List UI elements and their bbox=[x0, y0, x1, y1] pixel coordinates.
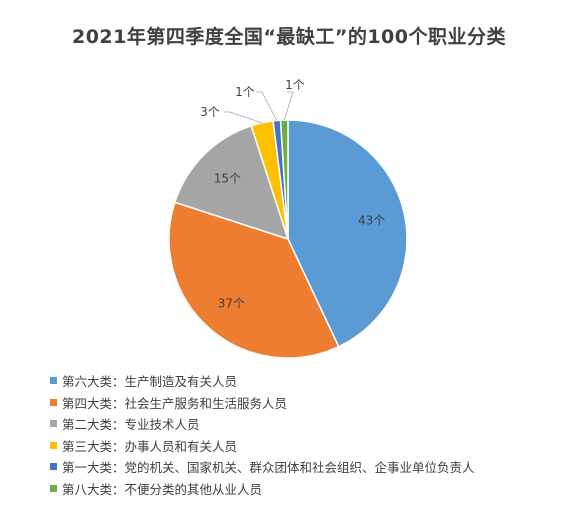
legend-item: 第二大类：专业技术人员 bbox=[50, 413, 475, 435]
data-label: 1个 bbox=[235, 85, 255, 99]
legend-swatch bbox=[50, 484, 57, 492]
legend-item: 第一大类：党的机关、国家机关、群众团体和社会组织、企事业单位负责人 bbox=[50, 456, 475, 478]
legend-item: 第八大类：不便分类的其他从业人员 bbox=[50, 478, 475, 500]
legend-swatch bbox=[50, 398, 57, 406]
data-labels: 43个 37个 15个 3个 1个 1个 bbox=[200, 78, 385, 310]
legend: 第六大类：生产制造及有关人员第四大类：社会生产服务和生活服务人员 第二大类：专业技… bbox=[50, 370, 475, 499]
pie-slice bbox=[287, 119, 408, 348]
leader-line bbox=[283, 91, 294, 121]
data-label: 3个 bbox=[200, 105, 220, 119]
legend-item: 第四大类：社会生产服务和生活服务人员 bbox=[50, 392, 475, 414]
legend-swatch bbox=[50, 463, 57, 471]
chart-title: 2021年第四季度全国“最缺工”的100个职业分类 bbox=[71, 26, 507, 48]
legend-item: 第三大类：办事人员和有关人员 bbox=[50, 435, 475, 457]
data-label: 43个 bbox=[358, 213, 385, 227]
legend-label: 第一大类：党的机关、国家机关、群众团体和社会组织、企事业单位负责人 bbox=[62, 460, 475, 476]
pie-slices bbox=[168, 119, 408, 359]
legend-label: 第三大类：办事人员和有关人员 bbox=[62, 438, 238, 454]
legend-label: 第二大类：专业技术人员 bbox=[62, 417, 200, 433]
legend-swatch bbox=[50, 377, 57, 385]
leader-line bbox=[224, 111, 263, 124]
legend-label: 第四大类：社会生产服务和生活服务人员 bbox=[62, 395, 288, 411]
legend-label: 第六大类：生产制造及有关人员 bbox=[62, 374, 238, 390]
legend-label: 第八大类：不便分类的其他从业人员 bbox=[62, 481, 263, 497]
pie-slice bbox=[279, 119, 289, 240]
legend-item: 第六大类：生产制造及有关人员 bbox=[50, 370, 475, 392]
leader-line bbox=[256, 91, 278, 121]
data-label: 15个 bbox=[214, 171, 241, 185]
data-label: 1个 bbox=[285, 78, 305, 92]
legend-swatch bbox=[50, 420, 57, 428]
legend-swatch bbox=[50, 441, 57, 449]
pie-slice bbox=[168, 201, 340, 359]
data-label: 37个 bbox=[218, 296, 245, 310]
leader-lines bbox=[224, 91, 294, 124]
